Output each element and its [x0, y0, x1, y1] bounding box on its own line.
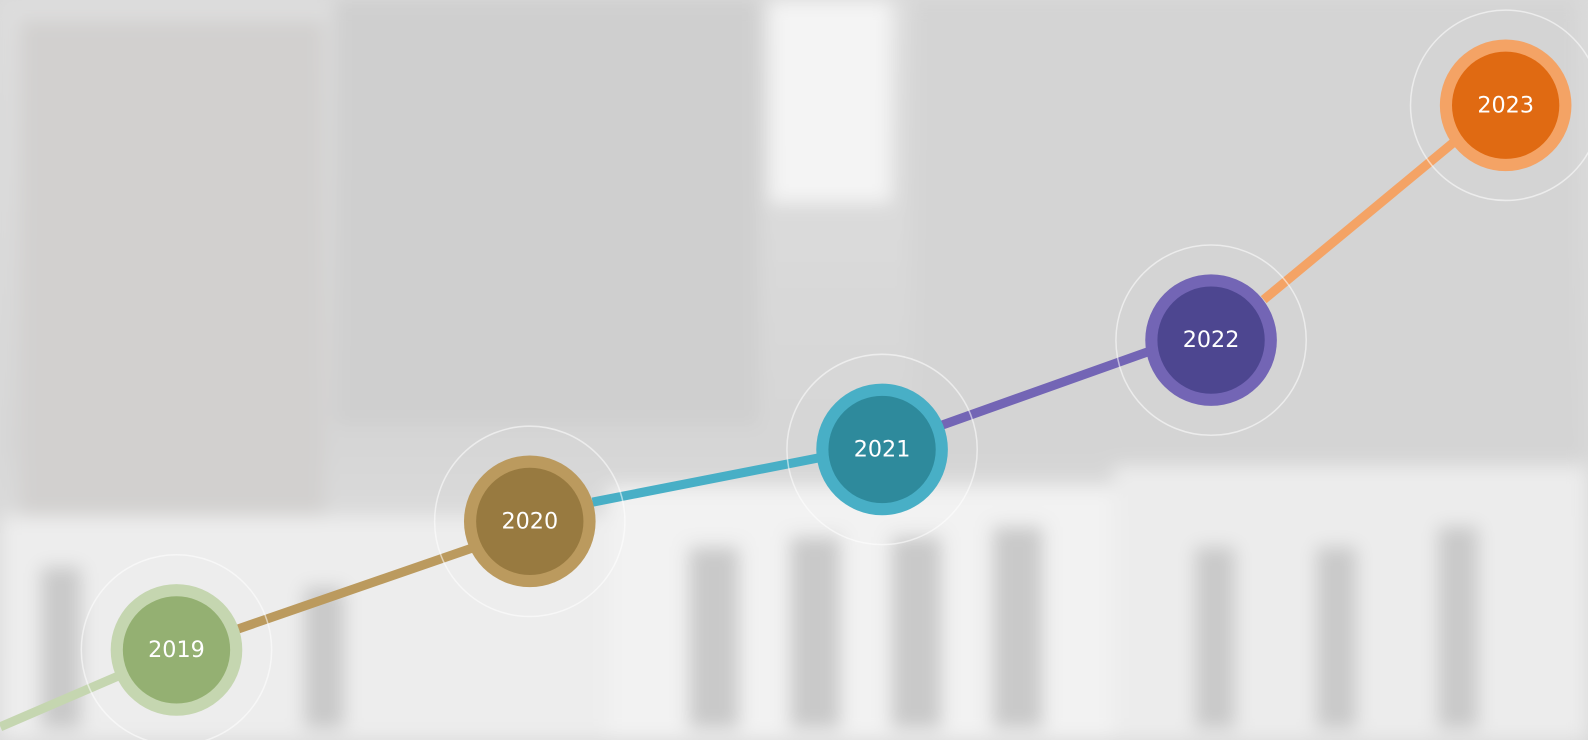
node-label: 2022 — [1183, 327, 1240, 353]
node-label: 2020 — [501, 508, 558, 534]
page: 2019 2020 2021 2022 2023 (() => { const … — [0, 0, 1588, 740]
timeline: 2019 2020 2021 2022 2023 — [0, 0, 1588, 740]
node-label: 2023 — [1477, 92, 1534, 118]
node-label: 2019 — [148, 637, 205, 663]
node-label: 2021 — [854, 436, 911, 462]
